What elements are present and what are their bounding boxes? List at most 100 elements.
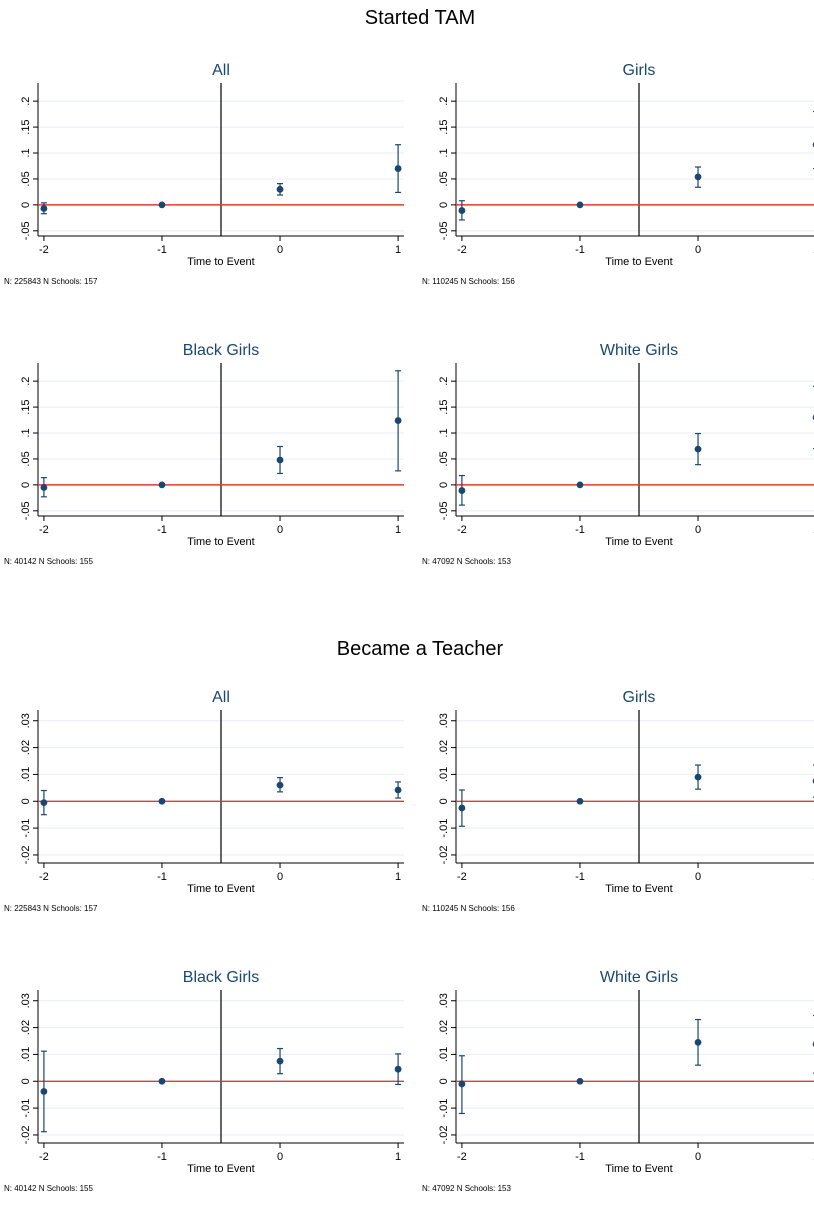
- y-tick-label: -.01: [438, 1099, 450, 1118]
- y-tick-label: -.02: [20, 1125, 32, 1144]
- data-point: [394, 417, 402, 424]
- y-tick-label: .01: [20, 767, 32, 782]
- chart-panel: All -.05 0 .05 .1 .15 .2 -2 -1 0 1 Time to Event N: …: [4, 62, 404, 286]
- x-tick-label: -1: [575, 244, 585, 256]
- x-tick-label: -1: [157, 1151, 167, 1163]
- panel-title: Black Girls: [183, 342, 259, 359]
- data-point: [576, 481, 584, 489]
- x-axis-title: Time to Event: [187, 883, 254, 895]
- section-title-started-tam: Started TAM: [364, 7, 476, 29]
- y-tick-label: -.05: [20, 221, 32, 240]
- x-tick-label: -1: [157, 871, 167, 883]
- y-tick-label: .1: [20, 148, 32, 157]
- y-tick-label: 0: [438, 482, 450, 488]
- data-point: [576, 1077, 584, 1085]
- panel-title: White Girls: [600, 342, 678, 359]
- y-tick-label: .1: [438, 428, 450, 437]
- data-point: [458, 804, 466, 812]
- x-tick-label: 0: [695, 1151, 701, 1163]
- y-tick-label: -.05: [438, 501, 450, 520]
- data-point: [276, 781, 284, 789]
- y-tick-label: .05: [20, 171, 32, 186]
- data-point: [40, 484, 48, 491]
- x-tick-label: -1: [575, 524, 585, 536]
- sample-size-note: N: 110245 N Schools: 156: [422, 904, 515, 913]
- chart-panel: Black Girls -.02 -.01 0 .01 .02 .03 -2 -1 0 1 Time …: [4, 969, 404, 1193]
- x-tick-label: -2: [457, 244, 467, 256]
- y-tick-label: .15: [20, 119, 32, 134]
- data-layer: [38, 990, 404, 1143]
- sample-size-note: N: 40142 N Schools: 155: [4, 557, 93, 566]
- y-tick-label: .03: [438, 993, 450, 1008]
- y-tick-label: .03: [438, 713, 450, 728]
- y-tick-label: .1: [20, 428, 32, 437]
- data-point: [158, 201, 166, 209]
- panel-title: All: [212, 62, 230, 79]
- y-tick-label: .2: [438, 377, 450, 386]
- data-point: [576, 201, 584, 209]
- data-point: [694, 773, 702, 781]
- data-point: [40, 205, 48, 212]
- panel-title: Black Girls: [183, 969, 259, 986]
- data-point: [276, 1057, 284, 1065]
- y-tick-label: -.02: [438, 1125, 450, 1144]
- y-tick-label: .05: [20, 451, 32, 466]
- x-axis-title: Time to Event: [605, 1163, 672, 1175]
- data-layer: [456, 363, 814, 516]
- y-tick-label: .2: [20, 377, 32, 386]
- sample-size-note: N: 40142 N Schools: 155: [4, 1184, 93, 1193]
- x-axis-title: Time to Event: [187, 536, 254, 548]
- x-axis-title: Time to Event: [187, 256, 254, 268]
- y-tick-label: .01: [438, 767, 450, 782]
- y-tick-label: .2: [20, 97, 32, 106]
- data-layer: [456, 710, 814, 863]
- section-title-became-teacher: Became a Teacher: [336, 638, 504, 660]
- data-layer: [456, 83, 814, 236]
- y-tick-label: .15: [438, 399, 450, 414]
- x-tick-label: 0: [695, 871, 701, 883]
- x-tick-label: 1: [395, 1151, 401, 1163]
- x-tick-label: -2: [457, 871, 467, 883]
- y-tick-label: .03: [20, 713, 32, 728]
- x-tick-label: 0: [695, 244, 701, 256]
- data-point: [276, 456, 284, 464]
- y-tick-label: .01: [20, 1047, 32, 1062]
- x-tick-label: 0: [277, 871, 283, 883]
- x-tick-label: -1: [157, 524, 167, 536]
- y-tick-label: .02: [20, 1020, 32, 1035]
- x-tick-label: 1: [395, 871, 401, 883]
- y-tick-label: .05: [438, 171, 450, 186]
- y-tick-label: .2: [438, 97, 450, 106]
- data-point: [40, 1088, 48, 1095]
- data-point: [394, 1065, 402, 1073]
- y-tick-label: .02: [438, 740, 450, 755]
- x-axis-title: Time to Event: [605, 883, 672, 895]
- panel-title: White Girls: [600, 969, 678, 986]
- data-point: [158, 797, 166, 805]
- sample-size-note: N: 225843 N Schools: 157: [4, 904, 98, 913]
- x-tick-label: 0: [277, 524, 283, 536]
- y-tick-label: -.05: [20, 501, 32, 520]
- data-point: [276, 185, 284, 193]
- data-point: [394, 786, 402, 794]
- data-point: [158, 481, 166, 489]
- y-tick-label: -.01: [20, 819, 32, 838]
- panel-title: Girls: [623, 62, 656, 79]
- data-point: [394, 165, 402, 172]
- y-tick-label: 0: [438, 798, 450, 804]
- x-tick-label: -1: [575, 1151, 585, 1163]
- data-point: [694, 173, 702, 181]
- data-point: [694, 445, 702, 453]
- y-tick-label: .01: [438, 1047, 450, 1062]
- x-axis-title: Time to Event: [605, 536, 672, 548]
- x-tick-label: 0: [277, 244, 283, 256]
- data-point: [158, 1077, 166, 1085]
- x-tick-label: -2: [39, 244, 49, 256]
- data-layer: [38, 710, 404, 863]
- x-tick-label: 1: [395, 244, 401, 256]
- data-point: [576, 797, 584, 805]
- y-tick-label: 0: [438, 1078, 450, 1084]
- data-point: [694, 1038, 702, 1046]
